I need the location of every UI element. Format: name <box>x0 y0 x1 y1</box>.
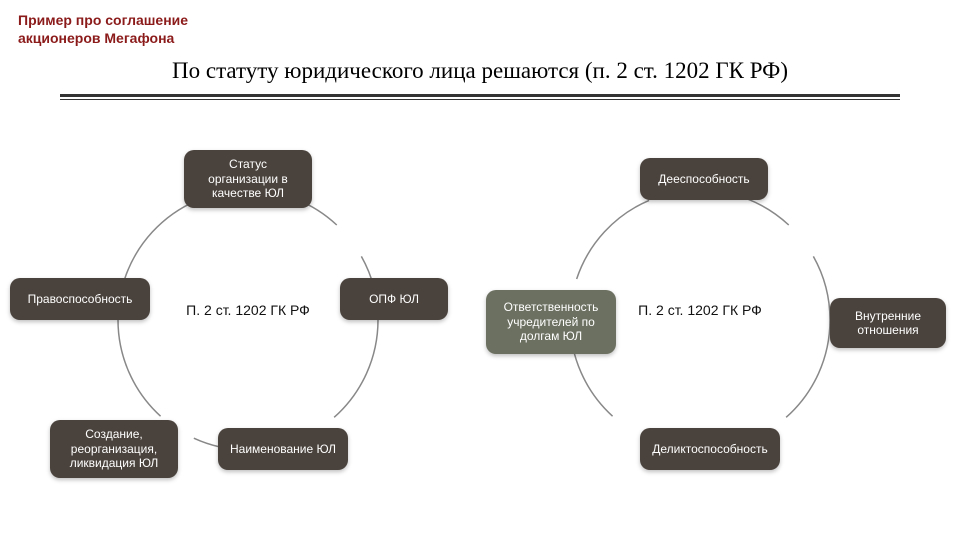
left-node-naming: Наименование ЮЛ <box>218 428 348 470</box>
left-center-label: П. 2 ст. 1202 ГК РФ <box>183 302 313 320</box>
left-ring <box>113 185 383 455</box>
right-node-delikt: Деликтоспособность <box>640 428 780 470</box>
right-node-vnut: Внутренние отношения <box>830 298 946 348</box>
right-center-label: П. 2 ст. 1202 ГК РФ <box>635 302 765 320</box>
diagram-container: П. 2 ст. 1202 ГК РФ Статус организации в … <box>0 110 960 540</box>
page-title: По статуту юридического лица решаются (п… <box>0 58 960 84</box>
right-node-otv: Ответственность учредителей по долгам ЮЛ <box>486 290 616 354</box>
left-node-opf: ОПФ ЮЛ <box>340 278 448 320</box>
annotation-text: Пример про соглашение акционеров Мегафон… <box>18 12 228 47</box>
left-node-creation: Создание, реорганизация, ликвидация ЮЛ <box>50 420 178 478</box>
right-node-dee: Дееспособность <box>640 158 768 200</box>
left-node-pravo: Правоспособность <box>10 278 150 320</box>
title-underline <box>60 94 900 100</box>
left-node-status: Статус организации в качестве ЮЛ <box>184 150 312 208</box>
